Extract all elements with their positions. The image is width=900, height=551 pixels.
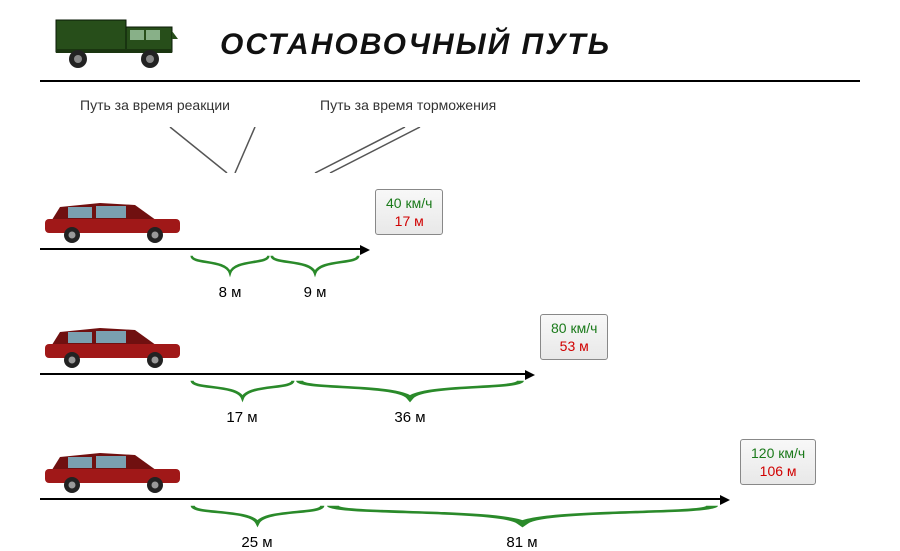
speed-value: 40 км/ч <box>386 194 432 212</box>
arrow-end <box>525 370 535 380</box>
brace-brake <box>270 254 360 280</box>
callout-lines <box>40 127 860 173</box>
label-reaction: Путь за время реакции <box>80 97 230 113</box>
row-3: 25 м 81 м 120 км/ч 106 м <box>40 423 860 543</box>
arrow-end <box>360 245 370 255</box>
car-icon <box>40 320 190 373</box>
brace-brake <box>295 379 525 405</box>
info-box: 40 км/ч 17 м <box>375 189 443 235</box>
road-line <box>40 373 525 375</box>
info-box: 120 км/ч 106 м <box>740 439 816 485</box>
brake-value: 81 м <box>506 534 537 551</box>
page-title: ОСТАНОВОЧНЫЙ ПУТЬ <box>220 28 611 62</box>
road-line <box>40 498 720 500</box>
brace-reaction <box>190 254 270 280</box>
total-value: 17 м <box>386 212 432 230</box>
car-icon <box>40 195 190 248</box>
total-value: 53 м <box>551 337 597 355</box>
reaction-value: 25 м <box>241 534 272 551</box>
total-value: 106 м <box>751 462 805 480</box>
road-line <box>40 248 360 250</box>
row-1: 8 м 9 м 40 км/ч 17 м <box>40 173 860 293</box>
label-braking: Путь за время торможения <box>320 97 496 113</box>
row-2: 17 м 36 м 80 км/ч 53 м <box>40 298 860 418</box>
arrow-end <box>720 495 730 505</box>
brace-reaction <box>190 504 325 530</box>
divider <box>40 80 860 82</box>
brace-brake <box>325 504 720 530</box>
brace-reaction <box>190 379 295 405</box>
van-icon <box>50 15 180 75</box>
speed-value: 80 км/ч <box>551 319 597 337</box>
speed-value: 120 км/ч <box>751 444 805 462</box>
info-box: 80 км/ч 53 м <box>540 314 608 360</box>
car-icon <box>40 445 190 498</box>
